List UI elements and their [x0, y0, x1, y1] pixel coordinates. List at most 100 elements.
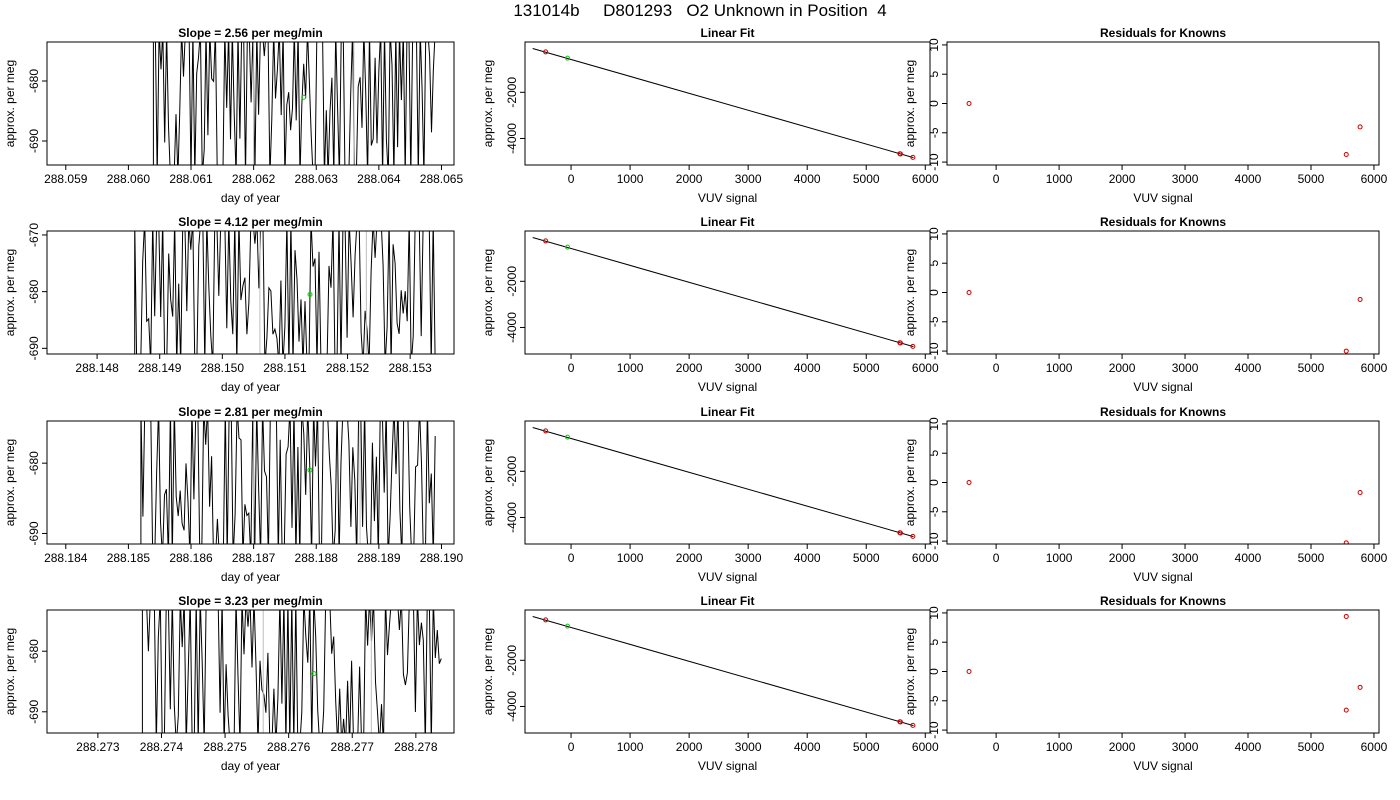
x-tick-label: 2000	[1109, 551, 1136, 565]
y-tick-label: -4000	[505, 502, 519, 533]
y-axis-label: approx. per meg	[481, 249, 495, 336]
x-axis-label: VUV signal	[1133, 191, 1192, 205]
y-tick-label: -680	[27, 639, 41, 663]
y-tick-label: 10	[927, 227, 941, 241]
x-tick-label: 288.148	[75, 361, 119, 375]
plot-frame	[524, 420, 931, 545]
unknown-point	[311, 671, 317, 677]
y-axis-label: approx. per meg	[903, 439, 917, 526]
plot-area	[152, 42, 436, 165]
chart-title: Slope = 4.12 per meg/min	[178, 215, 322, 229]
x-tick-label: 3000	[735, 361, 762, 375]
known-point	[1343, 151, 1349, 157]
x-tick-label: 4000	[1235, 740, 1262, 754]
x-tick-label: 288.060	[107, 172, 151, 186]
x-tick-label: 6000	[912, 740, 939, 754]
y-tick-label: 10	[927, 38, 941, 52]
plot-frame	[46, 41, 455, 166]
x-tick-label: 288.276	[267, 740, 311, 754]
x-axis-label: day of year	[221, 191, 280, 205]
x-tick-label: 0	[993, 361, 1000, 375]
x-tick-label: 3000	[1172, 740, 1199, 754]
y-tick-label: -4000	[505, 312, 519, 343]
y-tick-label: 0	[927, 479, 941, 486]
y-axis-label: approx. per meg	[903, 249, 917, 336]
known-point	[1343, 613, 1349, 619]
x-axis-label: VUV signal	[1133, 380, 1192, 394]
fit-line	[532, 47, 914, 159]
x-tick-label: 4000	[1235, 172, 1262, 186]
x-tick-label: 4000	[794, 172, 821, 186]
chart-panel-8: Linear Fit 0 1000 2000 3000 4000 5000 6000 -2000…	[481, 405, 939, 584]
y-axis-label: approx. per meg	[903, 628, 917, 715]
known-point	[1343, 540, 1349, 544]
x-tick-label: 288.149	[138, 361, 182, 375]
x-tick-label: 4000	[794, 361, 821, 375]
y-tick-label: -680	[27, 279, 41, 303]
x-tick-label: 288.190	[420, 551, 464, 565]
x-tick-label: 3000	[735, 172, 762, 186]
plot-area	[532, 236, 916, 349]
x-tick-label: 288.153	[388, 361, 432, 375]
x-tick-label: 2000	[676, 172, 703, 186]
chart-panel-1: Slope = 2.56 per meg/min 288.059 288.060 28…	[3, 26, 463, 205]
known-point	[543, 617, 549, 623]
plot-area	[532, 426, 916, 539]
plot-area	[532, 47, 916, 160]
x-tick-label: 1000	[1046, 740, 1073, 754]
page-title: 131014b D801293 O2 Unknown in Position 4	[513, 1, 887, 20]
x-tick-label: 3000	[1172, 551, 1199, 565]
chart-title: Residuals for Knowns	[1100, 594, 1226, 608]
known-point	[1357, 684, 1363, 690]
x-tick-label: 6000	[1361, 361, 1388, 375]
unknown-point	[565, 55, 571, 61]
y-tick-label: -680	[27, 69, 41, 93]
y-tick-label: -4000	[505, 123, 519, 154]
plot-frame	[46, 609, 455, 734]
x-axis-label: VUV signal	[698, 570, 757, 584]
x-tick-label: 2000	[676, 361, 703, 375]
x-axis-label: day of year	[221, 759, 280, 773]
chart-panel-7: Slope = 2.81 per meg/min 288.184 288.185 28…	[3, 405, 463, 584]
x-tick-label: 5000	[1298, 172, 1325, 186]
known-point	[1343, 348, 1349, 354]
x-tick-label: 0	[568, 740, 575, 754]
x-tick-label: 5000	[853, 740, 880, 754]
known-point	[910, 722, 916, 728]
y-axis-label: approx. per meg	[3, 628, 17, 715]
plot-area	[134, 231, 436, 354]
x-tick-label: 1000	[617, 740, 644, 754]
x-tick-label: 288.063	[295, 172, 339, 186]
x-tick-label: 1000	[617, 551, 644, 565]
x-tick-label: 4000	[794, 740, 821, 754]
x-tick-label: 0	[568, 361, 575, 375]
known-point	[910, 343, 916, 349]
y-tick-label: -690	[27, 129, 41, 153]
x-tick-label: 2000	[676, 551, 703, 565]
x-tick-label: 288.185	[107, 551, 151, 565]
y-tick-label: 5	[927, 71, 941, 78]
known-point	[1343, 707, 1349, 713]
x-tick-label: 5000	[1298, 551, 1325, 565]
y-tick-label: -10	[927, 532, 941, 550]
plot-frame	[524, 230, 931, 355]
x-tick-label: 288.064	[357, 172, 401, 186]
fit-line	[532, 615, 914, 727]
x-tick-label: 288.189	[357, 551, 401, 565]
y-tick-label: 5	[927, 450, 941, 457]
x-tick-label: 0	[993, 740, 1000, 754]
x-tick-label: 5000	[853, 551, 880, 565]
plot-frame	[46, 230, 455, 355]
y-tick-label: -2000	[505, 645, 519, 676]
chart-panel-6: Residuals for Knowns 0 1000 2000 3000 4000 500…	[903, 215, 1388, 394]
known-point	[910, 154, 916, 160]
x-tick-label: 3000	[1172, 172, 1199, 186]
y-tick-label: -5	[927, 506, 941, 517]
x-tick-label: 288.061	[169, 172, 213, 186]
x-tick-label: 288.152	[326, 361, 370, 375]
x-tick-label: 6000	[1361, 740, 1388, 754]
y-tick-label: -680	[27, 451, 41, 475]
x-tick-label: 1000	[617, 172, 644, 186]
chart-panel-12: Residuals for Knowns 0 1000 2000 3000 4000 500…	[903, 594, 1388, 773]
